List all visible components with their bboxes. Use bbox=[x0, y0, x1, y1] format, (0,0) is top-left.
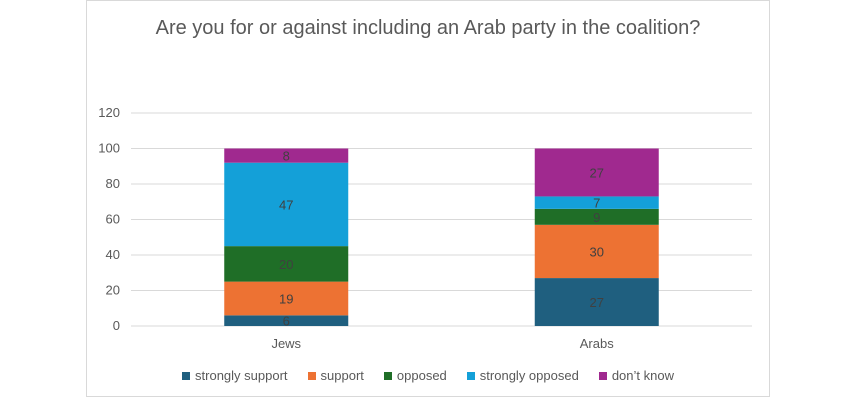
data-label: 19 bbox=[279, 291, 293, 306]
legend-swatch bbox=[598, 371, 607, 380]
y-tick-label: 20 bbox=[106, 283, 120, 298]
data-label: 7 bbox=[593, 196, 600, 211]
legend-label: strongly opposed bbox=[479, 368, 579, 383]
bar-segment bbox=[224, 162, 349, 247]
bar-segment bbox=[224, 315, 349, 326]
bar-segment bbox=[534, 148, 659, 197]
legend-item: opposed bbox=[383, 368, 447, 383]
legend-item: don’t know bbox=[598, 368, 674, 383]
legend-swatch bbox=[383, 371, 392, 380]
data-label: 27 bbox=[590, 165, 604, 180]
y-tick-label: 0 bbox=[113, 318, 120, 333]
data-label: 6 bbox=[283, 314, 290, 329]
bar-segment bbox=[224, 281, 349, 316]
x-tick-label: Arabs bbox=[580, 336, 614, 351]
data-label: 47 bbox=[279, 197, 293, 212]
legend-item: strongly opposed bbox=[466, 368, 579, 383]
data-label: 9 bbox=[593, 210, 600, 225]
bar-segment bbox=[534, 224, 659, 279]
legend-label: don’t know bbox=[611, 368, 674, 383]
bar-segment bbox=[224, 246, 349, 282]
bar-segment bbox=[534, 208, 659, 225]
y-tick-label: 60 bbox=[106, 212, 120, 227]
y-tick-label: 40 bbox=[106, 247, 120, 262]
data-label: 30 bbox=[590, 244, 604, 259]
y-tick-label: 100 bbox=[98, 141, 120, 156]
chart-legend: strongly support support opposed strongly o… bbox=[86, 368, 770, 383]
y-tick-label: 120 bbox=[98, 105, 120, 120]
legend-swatch bbox=[307, 371, 316, 380]
chart-title: Are you for or against including an Arab… bbox=[155, 17, 701, 39]
legend-label: strongly support bbox=[195, 368, 288, 383]
x-tick-label: Jews bbox=[271, 336, 301, 351]
data-label: 27 bbox=[590, 295, 604, 310]
legend-swatch bbox=[182, 371, 191, 380]
bar-segment bbox=[534, 278, 659, 326]
legend-label: opposed bbox=[396, 368, 447, 383]
legend-item: strongly support bbox=[182, 368, 288, 383]
bar-segment bbox=[224, 148, 349, 163]
legend-item: support bbox=[307, 368, 364, 383]
y-tick-label: 80 bbox=[106, 176, 120, 191]
legend-label: support bbox=[320, 368, 364, 383]
data-label: 8 bbox=[283, 149, 290, 164]
bar-segment bbox=[534, 196, 659, 209]
legend-swatch bbox=[466, 371, 475, 380]
data-label: 20 bbox=[279, 257, 293, 272]
